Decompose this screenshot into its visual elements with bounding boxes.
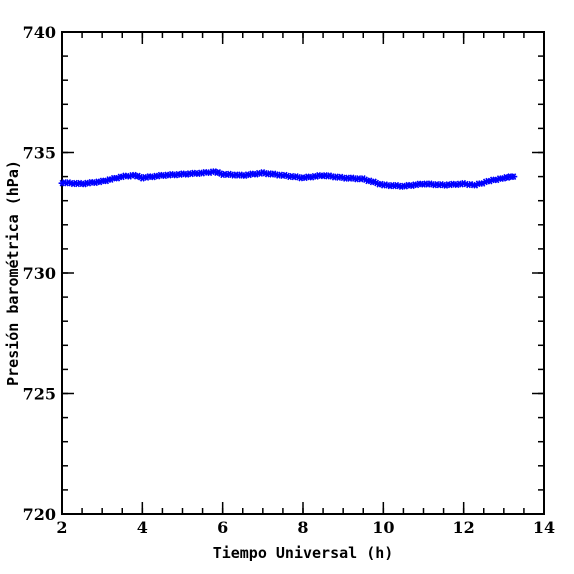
y-tick-label: 730 (23, 264, 56, 283)
data-series (58, 168, 518, 191)
major-ticks (61, 31, 545, 515)
y-tick-labels: 720 725 730 735 740 (23, 23, 56, 524)
data-point (510, 173, 518, 180)
x-tick-label: 12 (453, 518, 475, 537)
x-tick-label: 8 (297, 518, 308, 537)
y-tick-label: 720 (23, 505, 56, 524)
x-tick-label: 6 (217, 518, 228, 537)
minor-ticks (62, 32, 544, 514)
x-tick-label: 10 (372, 518, 394, 537)
plot-frame (61, 31, 545, 515)
y-tick-label: 725 (23, 385, 56, 404)
y-tick-label: 740 (23, 23, 56, 42)
x-tick-label: 4 (137, 518, 148, 537)
x-tick-label: 2 (56, 518, 67, 537)
y-axis-title: Presión barométrica (hPa) (4, 160, 22, 386)
y-tick-label: 735 (23, 144, 56, 163)
x-axis-title: Tiempo Universal (h) (213, 544, 394, 562)
x-tick-labels: 2 4 6 8 10 12 14 (56, 518, 555, 537)
x-tick-label: 14 (533, 518, 555, 537)
